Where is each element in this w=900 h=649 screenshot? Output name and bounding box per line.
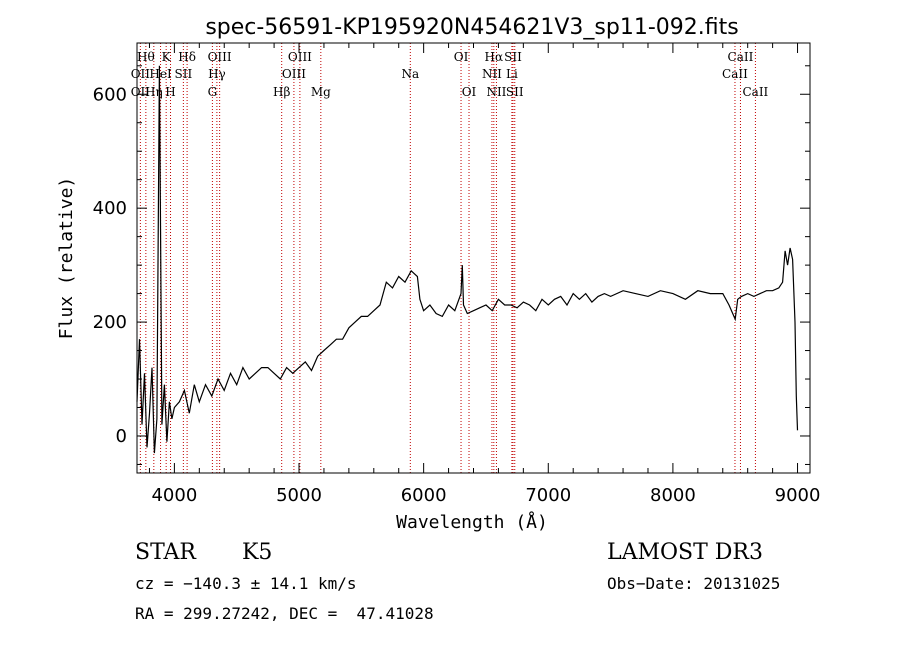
line-marker-label: NII	[486, 85, 506, 99]
y-tick-label: 200	[93, 312, 127, 333]
line-marker-label: Hθ	[137, 50, 155, 64]
x-tick-label: 9000	[775, 485, 821, 506]
coordinates: RA = 299.27242, DEC = 47.41028	[135, 604, 434, 623]
x-axis-label: Wavelength (Å)	[396, 511, 548, 533]
y-axis-ticks: 0 200 400 600	[93, 65, 810, 465]
line-marker-label: Hη	[145, 85, 163, 99]
line-marker-label: H	[165, 85, 175, 99]
line-marker-label: SII	[175, 67, 193, 81]
chart-title: spec-56591-KP195920N454621V3_sp11-092.fi…	[205, 15, 738, 40]
line-marker-label: Na	[401, 67, 419, 81]
line-marker-label: OIII	[282, 67, 306, 81]
x-tick-label: 7000	[525, 485, 571, 506]
line-marker-label: OI	[454, 50, 469, 64]
y-tick-label: 400	[93, 198, 127, 219]
x-tick-label: 6000	[401, 485, 447, 506]
line-marker-label: OIII	[208, 50, 232, 64]
line-marker-label: Hδ	[178, 50, 196, 64]
observation-date: Obs−Date: 20131025	[607, 574, 781, 593]
object-class: STAR	[135, 540, 196, 565]
line-marker-label: OII	[131, 85, 151, 99]
y-axis-label: Flux (relative)	[56, 177, 77, 340]
x-tick-label: 8000	[650, 485, 696, 506]
line-marker-label: OII	[131, 67, 151, 81]
line-marker-label: CaII	[742, 85, 768, 99]
object-subclass: K5	[242, 540, 273, 565]
y-tick-label: 600	[93, 84, 127, 105]
survey-name: LAMOST DR3	[607, 540, 763, 565]
line-marker-label: G	[208, 85, 218, 99]
line-marker-label: OI	[462, 85, 477, 99]
spectrum-series	[136, 65, 799, 454]
line-marker-label: HeI	[149, 67, 172, 81]
line-marker-label: Hγ	[208, 67, 226, 81]
emission-line-markers	[139, 43, 756, 473]
line-marker-label: OIII	[288, 50, 312, 64]
line-marker-label: Hα	[485, 50, 504, 64]
line-marker-label: CaII	[722, 67, 748, 81]
line-marker-label: SII	[506, 85, 524, 99]
line-marker-label: K	[162, 50, 172, 64]
line-marker-label: Mg	[311, 85, 331, 99]
x-axis-ticks: 4000 5000 6000 7000 8000 9000	[148, 43, 821, 506]
x-tick-label: 5000	[276, 485, 322, 506]
plot-frame	[136, 42, 811, 474]
line-marker-label: CaII	[728, 50, 754, 64]
x-tick-label: 4000	[151, 485, 197, 506]
line-marker-label: Hβ	[273, 85, 290, 99]
line-marker-label: NII	[482, 67, 502, 81]
y-tick-label: 0	[116, 426, 127, 447]
spectrum-line	[136, 65, 799, 454]
redshift-velocity: cz = −140.3 ± 14.1 km/s	[135, 574, 357, 593]
line-marker-label: SII	[504, 50, 522, 64]
line-marker-label: Li	[506, 67, 518, 81]
